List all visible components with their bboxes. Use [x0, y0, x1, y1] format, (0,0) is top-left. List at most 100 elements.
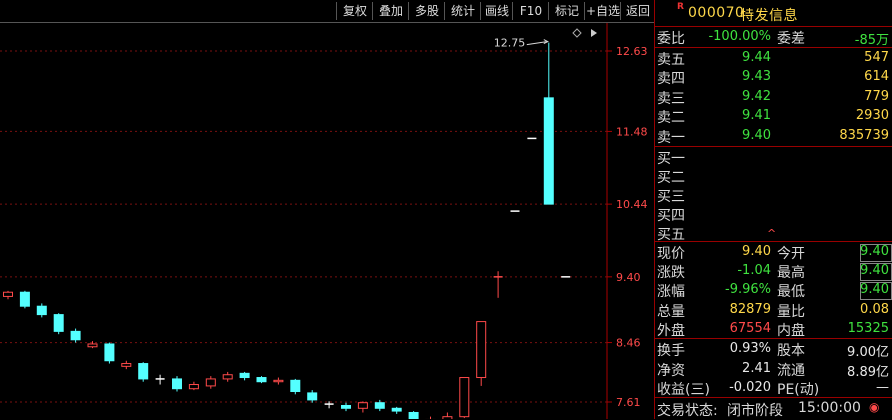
- stat-value: 9.00亿: [847, 345, 889, 360]
- toolbar-button-4[interactable]: 画线: [480, 2, 513, 20]
- candle-body: [391, 407, 402, 412]
- candle-body: [357, 402, 368, 409]
- toolbar-button-2[interactable]: 多股: [408, 2, 445, 20]
- stat-label: 股本: [777, 343, 805, 359]
- bid-label: 买一: [657, 151, 685, 167]
- stat-value: -0.020: [729, 380, 771, 395]
- candle-body: [205, 378, 216, 387]
- quote-label: 现价: [657, 246, 685, 262]
- divider-ratio: [655, 47, 892, 48]
- order-ratio-label: 委比: [657, 31, 685, 47]
- ask-price[interactable]: 9.43: [742, 69, 771, 85]
- candle-body: [374, 402, 385, 409]
- trade-status-label: 交易状态:: [657, 403, 718, 419]
- candle-body: [36, 305, 47, 316]
- bid-label: 买二: [657, 170, 685, 186]
- ask-volume: 779: [864, 88, 889, 104]
- stock-code: 000070: [688, 5, 745, 21]
- y-tick-label: 9.40: [616, 271, 641, 284]
- stat-label: PE(动): [777, 382, 820, 398]
- stat-label: 净资: [657, 362, 685, 379]
- candle-body: [172, 378, 182, 390]
- more-indicator: …: [428, 410, 440, 419]
- divider-quote: [655, 338, 892, 339]
- toolbar-button-1[interactable]: 叠加: [372, 2, 409, 20]
- candle-body: [256, 377, 267, 383]
- candle-body: [239, 372, 250, 379]
- ask-volume: 614: [864, 69, 889, 85]
- ask-volume: 547: [864, 50, 889, 65]
- ask-price[interactable]: 9.41: [742, 108, 771, 124]
- collapse-icon[interactable]: ^: [767, 227, 777, 240]
- stock-title: R 000070 特发信息: [655, 0, 892, 26]
- ask-label: 卖四: [657, 71, 685, 88]
- divider-bids: [655, 241, 892, 242]
- divider-stats: [655, 397, 892, 398]
- quote-label: 外盘: [657, 322, 685, 339]
- quote-value: 9.40: [860, 263, 889, 279]
- quote-value: -1.04: [737, 263, 771, 279]
- trade-status-state: 闭市阶段: [727, 403, 783, 419]
- quote-value: 15325: [847, 320, 889, 336]
- candle-body: [476, 321, 487, 379]
- stat-value: —: [876, 380, 889, 395]
- candle-body: [121, 363, 132, 367]
- quote-value: 67554: [729, 320, 771, 336]
- ask-label: 卖五: [657, 52, 685, 68]
- market-tag: R: [677, 2, 684, 12]
- bid-label: 买四: [657, 208, 685, 224]
- toolbar-button-6[interactable]: 标记: [548, 2, 585, 20]
- quote-label: 内盘: [777, 322, 805, 339]
- candle-body: [3, 291, 13, 297]
- annotation-arrow: [526, 41, 547, 46]
- candle-body: [341, 404, 351, 409]
- order-ratio-value: -100.00%: [708, 29, 771, 44]
- toolbar-button-8[interactable]: 返回: [620, 2, 655, 20]
- candle-body: [138, 363, 149, 380]
- high-price-annotation: 12.75: [494, 37, 526, 50]
- ask-label: 卖二: [657, 110, 685, 127]
- toolbar-button-3[interactable]: 统计: [444, 2, 481, 20]
- toolbar-button-0[interactable]: 复权: [336, 2, 373, 20]
- bid-label: 买五: [657, 227, 685, 243]
- stat-label: 换手: [657, 343, 685, 359]
- candle-body: [19, 291, 30, 307]
- y-tick-label: 11.48: [616, 125, 648, 138]
- quote-value: 9.40: [860, 282, 889, 298]
- stat-value: 0.93%: [729, 341, 771, 356]
- toolbar-button-7[interactable]: +自选: [584, 2, 621, 20]
- ask-price[interactable]: 9.40: [742, 127, 771, 143]
- diamond-icon[interactable]: [572, 28, 582, 38]
- quote-label: 涨幅: [657, 284, 685, 301]
- quote-value: 9.40: [860, 244, 889, 259]
- ask-price[interactable]: 9.42: [742, 88, 771, 104]
- candle-body: [408, 411, 419, 419]
- divider-title: [655, 26, 892, 27]
- divider-asks: [655, 146, 892, 147]
- candlestick-chart[interactable]: 12.6311.4810.449.408.467.6112.75…: [0, 0, 654, 419]
- chart-toolbar: 复权 叠加 多股 统计 画线 F10 标记 +自选 返回: [0, 0, 654, 23]
- candle-body: [543, 97, 554, 205]
- quote-panel: R 000070 特发信息 委比 -100.00% 委差 -85万卖五 9.44 547 卖…: [654, 0, 892, 419]
- ask-label: 卖三: [657, 90, 685, 107]
- candle-body: [87, 343, 98, 348]
- candle-body: [307, 392, 318, 401]
- quote-label: 今开: [777, 246, 805, 262]
- stat-value: 2.41: [742, 360, 771, 376]
- candle-body: [70, 330, 81, 341]
- annotation-arrowhead: [543, 39, 549, 45]
- ask-price[interactable]: 9.44: [742, 50, 771, 65]
- status-icon[interactable]: ◉: [869, 400, 880, 414]
- toolbar-button-5[interactable]: F10: [512, 2, 549, 20]
- trade-status-time: 15:00:00: [798, 400, 861, 416]
- order-diff-label: 委差: [777, 31, 805, 47]
- quote-label: 涨跌: [657, 265, 685, 282]
- candle-body: [53, 314, 64, 332]
- scroll-right-icon[interactable]: [591, 29, 597, 37]
- quote-label: 总量: [657, 303, 685, 320]
- quote-value: 9.40: [742, 244, 771, 259]
- stock-name: 特发信息: [740, 8, 798, 24]
- order-diff-value: -85万: [854, 33, 889, 48]
- candle-body: [273, 379, 284, 383]
- candle-body: [222, 374, 233, 380]
